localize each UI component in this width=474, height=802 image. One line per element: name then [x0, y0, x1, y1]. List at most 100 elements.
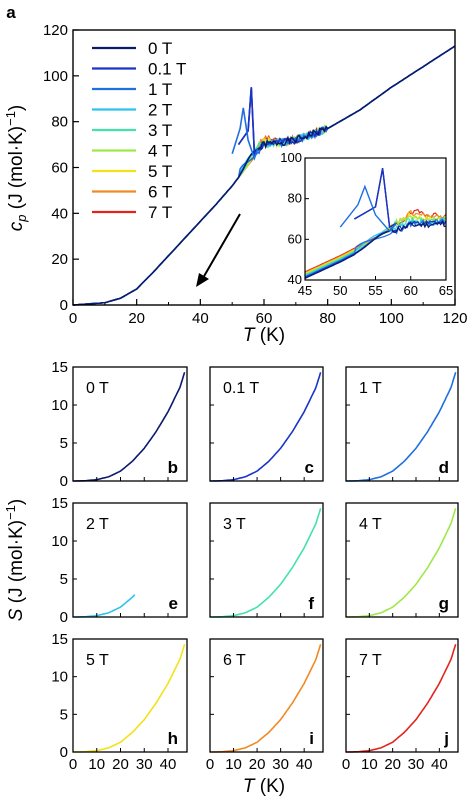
field-label: 0 T — [86, 380, 109, 397]
entropy-curve — [210, 372, 322, 482]
y-axis-label-s: S (J (mol·K)−1) — [3, 499, 27, 622]
y-axis-label-italic: c — [6, 221, 27, 231]
y-tick-label: 10 — [51, 533, 68, 550]
field-label: 7 T — [359, 652, 382, 669]
legend-label: 4 T — [148, 142, 172, 161]
x-tick-label: 40 — [431, 756, 448, 773]
entropy-panel-f: 3 T f — [209, 502, 324, 618]
x-tick-label: 120 — [442, 310, 467, 327]
inset-y-tick-label: 60 — [288, 231, 302, 246]
field-label: 2 T — [86, 516, 109, 533]
inset-y-tick-label: 80 — [288, 191, 302, 206]
entropy-curve — [346, 508, 457, 618]
x-tick-label: 10 — [88, 756, 105, 773]
x-tick-label: 0 — [69, 756, 77, 773]
inset-curve-0T — [305, 220, 446, 279]
field-label: 1 T — [359, 380, 382, 397]
inset-x-tick-label: 55 — [368, 283, 382, 298]
cp-peak-01T — [237, 87, 259, 157]
x-axis-label-rest: (K) — [255, 325, 286, 346]
panel-frame — [209, 502, 324, 618]
inset-y-tick-label: 100 — [280, 150, 302, 165]
panel-letter-j: j — [443, 729, 449, 748]
x-tick-label: 10 — [225, 756, 242, 773]
entropy-panel-c: 0.1 T c — [209, 366, 324, 482]
cp-peak-1T — [231, 107, 259, 161]
x-tick-label: 20 — [249, 756, 266, 773]
y-axis-label-rest: (J (mol·K) — [6, 126, 27, 215]
panel-letter-a: a — [6, 3, 16, 22]
x-tick-label: 0 — [69, 310, 77, 327]
panel-letter-c: c — [305, 458, 314, 477]
inset-peak-01T — [354, 168, 397, 229]
inset-x-tick-label: 50 — [333, 283, 347, 298]
plot-frame-a — [72, 29, 456, 306]
legend-label: 0 T — [148, 39, 172, 58]
entropy-curve — [73, 644, 186, 753]
panel-letter-b: b — [168, 458, 178, 477]
y-tick-label: 10 — [51, 397, 68, 414]
y-tick-label: 5 — [60, 435, 68, 452]
panel-frame — [72, 502, 188, 618]
y-axis-label-sub: p — [14, 215, 29, 223]
x-tick-label: 0 — [206, 756, 214, 773]
panel-frame — [72, 366, 188, 482]
x-tick-label: 0 — [342, 756, 350, 773]
entropy-panel-g: 4 T g — [345, 502, 459, 618]
y-tick-label: 15 — [51, 359, 68, 376]
entropy-panel-b: 0 5 10 15 0 T b — [51, 359, 188, 490]
legend-label: 0.1 T — [148, 60, 186, 79]
arrow-shaft — [202, 213, 241, 279]
x-tick-label: 40 — [192, 310, 209, 327]
y-tick-label: 20 — [51, 251, 68, 268]
y-axis-label-s-rest: (J (mol·K) — [6, 520, 27, 609]
legend-label: 1 T — [148, 80, 172, 99]
x-axis-label-s: T (K) — [243, 776, 285, 797]
inset-x-tick-label: 65 — [439, 283, 453, 298]
x-tick-label: 40 — [160, 756, 177, 773]
y-tick-label: 0 — [60, 473, 68, 490]
panel-frame — [345, 366, 459, 482]
legend-label: 7 T — [148, 203, 172, 222]
y-tick-label: 0 — [60, 744, 68, 761]
y-tick-label: 10 — [51, 669, 68, 686]
field-label: 0.1 T — [223, 380, 259, 397]
entropy-panel-i: 0 10 20 30 40 6 T i — [206, 638, 324, 773]
entropy-curve — [346, 372, 457, 482]
field-label: 5 T — [86, 652, 109, 669]
x-tick-label: 20 — [384, 756, 401, 773]
x-tick-label: 10 — [361, 756, 378, 773]
entropy-panel-j: 0 10 20 30 40 7 T j — [342, 638, 459, 773]
panel-frame — [209, 638, 324, 753]
x-tick-label: 80 — [319, 310, 336, 327]
y-axis-label-close: ) — [6, 105, 27, 111]
inset-x-tick-label: 45 — [298, 283, 312, 298]
arrow-head — [196, 273, 209, 287]
y-axis-label-a: cp (J (mol·K)−1) — [3, 105, 29, 232]
x-axis-label-italic: T — [243, 325, 256, 346]
panel-letter-e: e — [169, 594, 178, 613]
x-axis-label-s-rest: (K) — [255, 776, 286, 797]
y-axis-label-sup: −1 — [3, 111, 18, 126]
legend-label: 3 T — [148, 121, 172, 140]
y-tick-label: 120 — [43, 22, 68, 39]
panel-letter-f: f — [308, 594, 314, 613]
x-tick-label: 20 — [128, 310, 145, 327]
entropy-curve — [346, 644, 457, 753]
entropy-curve — [73, 594, 136, 618]
panel-frame — [209, 366, 324, 482]
entropy-panel-h: 0 10 20 30 40 0 5 10 15 5 T h — [51, 631, 188, 773]
y-tick-label: 15 — [51, 631, 68, 648]
entropy-panel-d: 1 T d — [345, 366, 459, 482]
y-axis-label-s-close: ) — [6, 499, 27, 505]
legend-label: 6 T — [148, 183, 172, 202]
field-label: 6 T — [223, 652, 246, 669]
y-tick-label: 60 — [51, 160, 68, 177]
y-tick-label: 15 — [51, 495, 68, 512]
y-tick-label: 80 — [51, 114, 68, 131]
y-axis-label-s-italic: S — [6, 608, 27, 621]
panel-frame — [345, 502, 459, 618]
